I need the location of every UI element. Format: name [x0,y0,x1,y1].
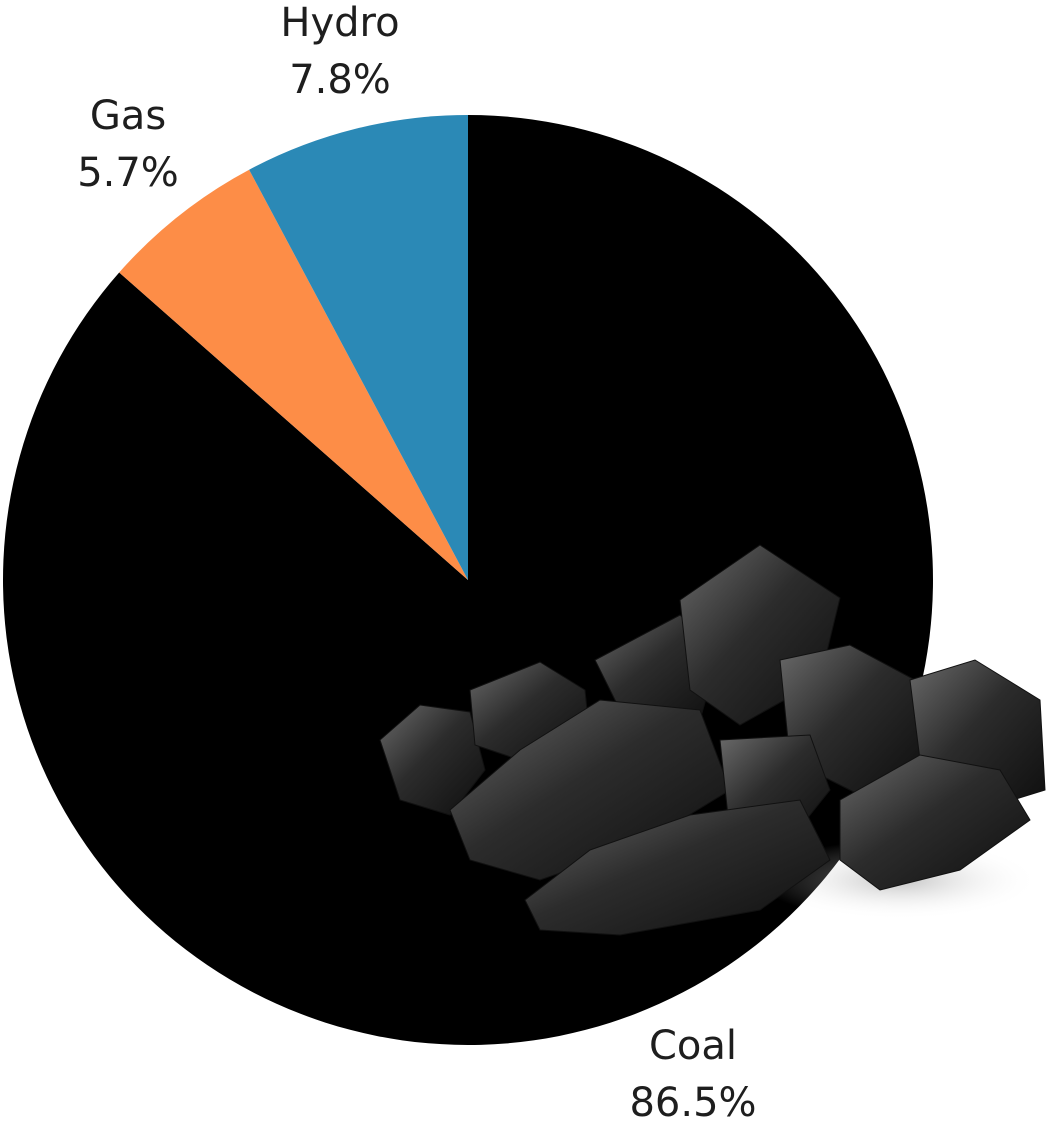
slice-value-label: 86.5% [629,1080,756,1125]
pie [2,115,934,1046]
slice-value-label: 7.8% [289,57,391,103]
slice-label: Coal [649,1023,737,1069]
labels: Coal 86.5% Gas 5.7% Hydro 7.8% [77,0,756,1125]
slice-label: Hydro [280,0,399,46]
slice-label: Gas [90,93,166,139]
pie-slice [249,115,468,580]
pie-slice [119,169,468,581]
pie-slice [2,115,934,1046]
coal-illustration [379,544,1046,936]
slice-value-label: 5.7% [77,150,179,196]
